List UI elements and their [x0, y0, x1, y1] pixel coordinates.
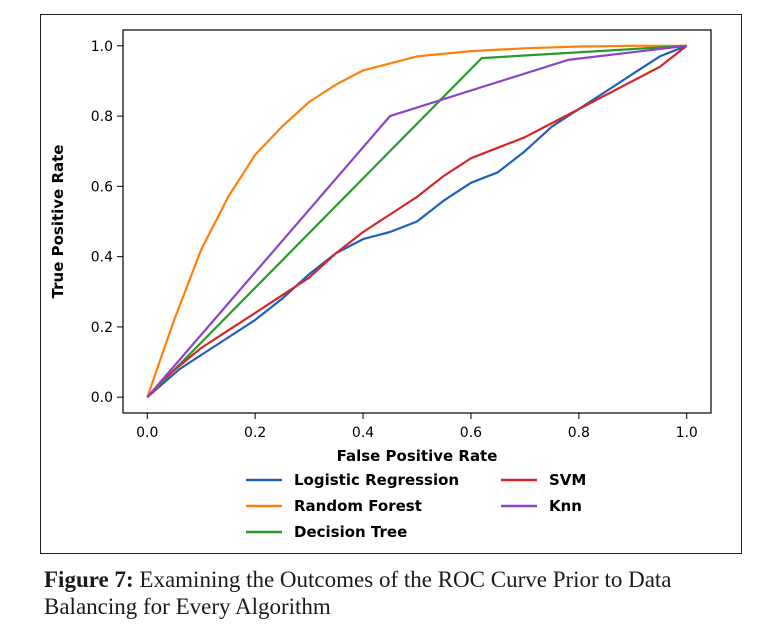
legend-label-decision-tree: Decision Tree: [294, 523, 407, 541]
y-tick-label: 1.0: [91, 39, 113, 55]
x-tick-label: 0.2: [244, 425, 266, 441]
y-tick-label: 0.2: [91, 320, 113, 336]
series-line-svm: [146, 44, 688, 398]
axis-ticks: 0.0 0.2 0.4 0.6 0.8 1.0 0.0 0.2 0.4 0.6 0.8 1.0: [91, 39, 698, 441]
figure-caption-label: Figure 7:: [44, 567, 134, 592]
figure-caption: Figure 7: Examining the Outcomes of the …: [44, 566, 764, 620]
legend-label-logistic-regression: Logistic Regression: [294, 471, 459, 489]
plot-area: [122, 29, 712, 414]
y-tick-label: 0.8: [91, 109, 113, 125]
y-tick-label: 0.4: [91, 250, 113, 266]
figure-caption-text: Examining the Outcomes of the ROC Curve …: [44, 567, 672, 619]
series-line-random-forest: [146, 44, 687, 398]
series-line-decision-tree: [146, 44, 687, 398]
y-tick-label: 0.0: [91, 390, 113, 406]
x-tick-label: 0.8: [568, 425, 590, 441]
series-group: [146, 44, 688, 399]
x-tick-label: 0.0: [136, 425, 158, 441]
y-tick-label: 0.6: [91, 179, 113, 195]
x-tick-label: 0.6: [460, 425, 482, 441]
roc-chart: 0.0 0.2 0.4 0.6 0.8 1.0 0.0 0.2 0.4 0.6 0.8 1.0 Fal…: [49, 29, 712, 541]
series-line-knn: [146, 44, 687, 398]
series-line-logistic-regression: [146, 44, 688, 399]
x-tick-label: 1.0: [676, 425, 698, 441]
legend-label-knn: Knn: [549, 497, 582, 515]
legend: Logistic Regression Random Forest Decision…: [246, 471, 586, 541]
x-axis-label: False Positive Rate: [337, 447, 498, 465]
y-axis-label: True Positive Rate: [49, 145, 67, 299]
chart-frame: 0.0 0.2 0.4 0.6 0.8 1.0 0.0 0.2 0.4 0.6 0.8 1.0 Fal…: [40, 14, 742, 554]
legend-label-random-forest: Random Forest: [294, 497, 422, 515]
legend-label-svm: SVM: [549, 471, 586, 489]
x-tick-label: 0.4: [352, 425, 374, 441]
plot-border: [122, 29, 712, 414]
